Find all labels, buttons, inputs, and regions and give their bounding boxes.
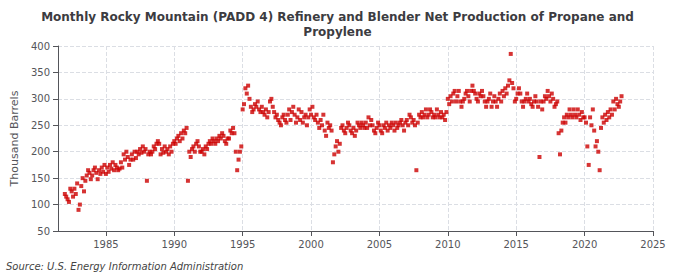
svg-text:1985: 1985: [93, 239, 118, 250]
svg-text:2020: 2020: [572, 239, 597, 250]
svg-text:1990: 1990: [162, 239, 187, 250]
svg-text:100: 100: [31, 199, 50, 210]
svg-text:50: 50: [37, 226, 50, 237]
svg-text:2005: 2005: [367, 239, 392, 250]
svg-text:300: 300: [31, 93, 50, 104]
svg-text:2025: 2025: [640, 239, 665, 250]
svg-text:Propylene: Propylene: [303, 25, 371, 39]
svg-text:1995: 1995: [230, 239, 255, 250]
svg-text:250: 250: [31, 120, 50, 131]
svg-text:400: 400: [31, 41, 50, 52]
svg-text:2000: 2000: [298, 239, 323, 250]
svg-text:150: 150: [31, 173, 50, 184]
svg-text:Source: U.S. Energy Informatio: Source: U.S. Energy Information Administ…: [6, 261, 243, 272]
svg-text:350: 350: [31, 67, 50, 78]
svg-text:200: 200: [31, 146, 50, 157]
svg-text:Thousand Barrels: Thousand Barrels: [8, 90, 21, 187]
svg-text:2015: 2015: [503, 239, 528, 250]
svg-text:2010: 2010: [435, 239, 460, 250]
svg-text:Monthly Rocky Mountain (PADD 4: Monthly Rocky Mountain (PADD 4) Refinery…: [41, 10, 634, 24]
